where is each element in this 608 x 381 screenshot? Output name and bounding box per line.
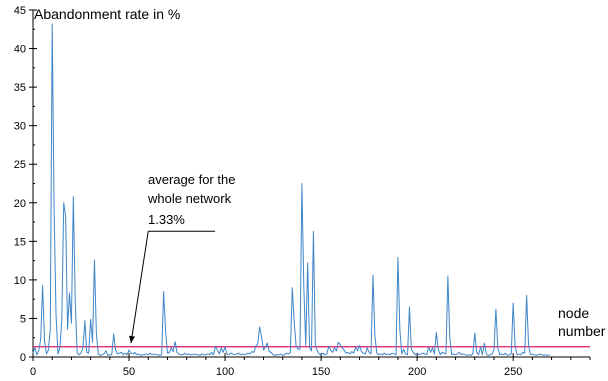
x-tick-label-150: 150 [312,366,330,378]
series-group [32,23,550,356]
annotation-arrow-shaft [130,231,149,344]
y-tick-label-0: 0 [20,352,26,364]
x-axis-label-line-1: node [558,305,589,321]
y-tick-label-5: 5 [20,313,26,325]
y-tick-label-10: 10 [14,275,26,287]
annotation-arrow-head [129,335,135,344]
y-tick-label-25: 25 [14,159,26,171]
x-tick-label-50: 50 [123,366,135,378]
y-tick-label-30: 30 [14,121,26,133]
axes: 0 5 10 15 20 25 30 35 40 45 0 50 100 150 200 250 [14,5,591,378]
x-tick-label-200: 200 [408,366,426,378]
x-tick-label-250: 250 [504,366,522,378]
x-tick-label-100: 100 [216,366,234,378]
series-line-0 [32,23,550,356]
annotation-line-3: 1.33% [148,212,185,227]
y-tick-label-15: 15 [14,236,26,248]
y-tick-label-45: 45 [14,5,26,17]
annotation-line-2: whole network [147,191,232,206]
labels-group: Abandonment rate in % node number [34,6,606,339]
chart-title: Abandonment rate in % [34,6,180,22]
y-tick-label-35: 35 [14,82,26,94]
y-tick-label-40: 40 [14,44,26,56]
x-axis-label-line-2: number [558,323,606,339]
annotation-line-1: average for the [148,172,235,187]
x-tick-label-0: 0 [30,366,36,378]
annotation-group: average for the whole network 1.33% [129,172,235,344]
y-tick-label-20: 20 [14,198,26,210]
